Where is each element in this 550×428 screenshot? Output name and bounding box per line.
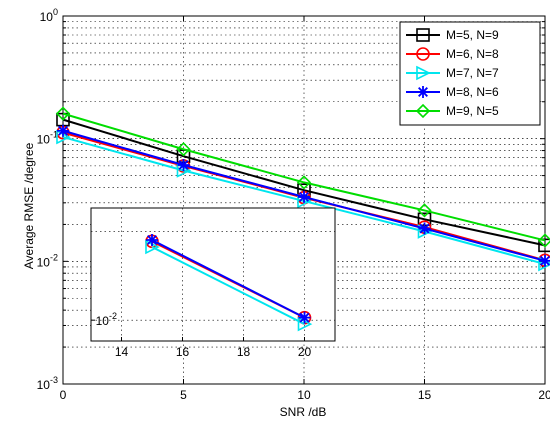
data-point — [418, 222, 431, 235]
y-tick-label: 10-2 — [37, 252, 58, 269]
y-tick-label: 10-1 — [37, 130, 58, 147]
inset-series-line — [151, 239, 305, 319]
legend-marker — [416, 65, 431, 81]
data-point — [296, 175, 312, 190]
data-point — [298, 190, 310, 203]
inset-data-point — [298, 311, 311, 324]
y-tick-label: 100 — [40, 7, 58, 24]
data-point — [57, 124, 69, 137]
x-axis-label: SNR /dB — [280, 405, 327, 419]
y-tick-label: 10-3 — [37, 375, 58, 392]
legend-marker — [417, 86, 429, 98]
legend-entry-label: M=8, N=6 — [446, 85, 499, 99]
series-line — [62, 112, 546, 242]
legend-marker — [416, 47, 430, 61]
inset-x-tick-label: 18 — [237, 345, 251, 359]
data-point — [539, 254, 550, 267]
legend: M=5, N=9 M=6, N=8 M=7, N=7 M=8, N=6 M=9, N=5 — [399, 21, 541, 126]
inset-y-tick-label: 10-2 — [96, 311, 117, 328]
inset-x-tick-label: 20 — [298, 345, 312, 359]
data-point — [538, 238, 550, 253]
x-tick-label: 20 — [538, 388, 550, 402]
data-point — [177, 159, 190, 171]
data-point — [176, 142, 191, 157]
legend-entry-label: M=7, N=7 — [446, 66, 499, 80]
data-point — [417, 203, 432, 218]
inset-plot: 14 16 18 20 10-2 — [90, 207, 336, 359]
inset-x-tick-label: 16 — [176, 345, 190, 359]
data-point — [55, 106, 71, 121]
data-point — [537, 233, 550, 248]
series-line — [62, 118, 546, 247]
x-tick-label: 10 — [297, 388, 311, 402]
inset-x-tick-label: 14 — [115, 345, 129, 359]
x-tick-label: 15 — [418, 388, 432, 402]
legend-entry-label: M=6, N=8 — [446, 47, 499, 61]
inset-frame — [90, 207, 336, 342]
y-axis-label: Average RMSE /degree — [22, 142, 36, 269]
legend-marker — [415, 103, 431, 119]
inset-series-line — [151, 246, 305, 325]
x-tick-label: 0 — [60, 388, 67, 402]
legend-entry-label: M=9, N=5 — [446, 104, 499, 118]
legend-marker — [416, 28, 430, 42]
inset-data-point — [146, 233, 158, 246]
legend-entry-label: M=5, N=9 — [446, 28, 499, 42]
x-tick-label: 5 — [180, 388, 187, 402]
